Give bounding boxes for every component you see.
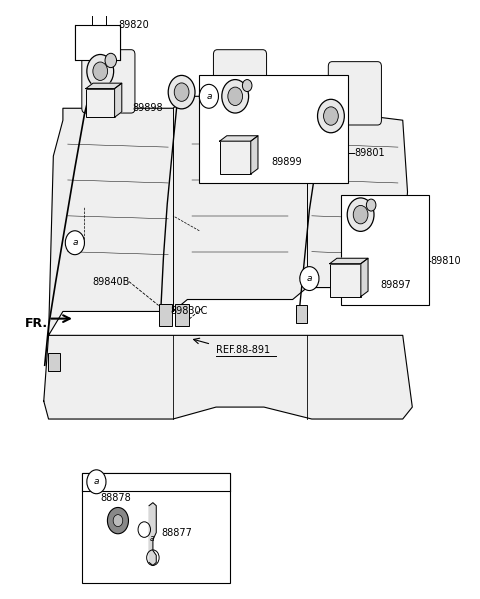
Bar: [175, 304, 189, 326]
Polygon shape: [115, 83, 122, 117]
Text: a: a: [72, 238, 78, 247]
Bar: [158, 304, 172, 326]
Circle shape: [199, 84, 218, 108]
Circle shape: [242, 80, 252, 92]
Bar: [86, 89, 115, 117]
Text: 89840B: 89840B: [93, 277, 130, 286]
Polygon shape: [149, 503, 156, 565]
Polygon shape: [361, 258, 368, 297]
FancyBboxPatch shape: [82, 50, 135, 113]
Text: a: a: [150, 534, 154, 543]
FancyBboxPatch shape: [328, 62, 382, 125]
Text: a: a: [307, 274, 312, 283]
Circle shape: [347, 198, 374, 231]
Circle shape: [353, 205, 368, 224]
Text: 89897: 89897: [380, 280, 411, 289]
Polygon shape: [330, 258, 368, 264]
Bar: [48, 353, 60, 371]
Polygon shape: [251, 136, 258, 174]
Polygon shape: [44, 335, 412, 419]
Bar: [220, 141, 251, 174]
Text: 89810: 89810: [431, 256, 461, 265]
Bar: [297, 305, 307, 323]
Text: 89801: 89801: [355, 148, 385, 158]
Circle shape: [366, 199, 376, 211]
Bar: [199, 75, 348, 183]
Circle shape: [87, 470, 106, 494]
Polygon shape: [220, 136, 258, 141]
Text: 89830C: 89830C: [170, 307, 208, 316]
Polygon shape: [86, 83, 122, 89]
Circle shape: [105, 53, 117, 68]
Bar: [330, 264, 361, 297]
Text: 89898: 89898: [132, 103, 163, 113]
Circle shape: [168, 75, 195, 109]
Text: REF.88-891: REF.88-891: [216, 345, 270, 355]
Bar: [82, 473, 230, 583]
Bar: [340, 195, 429, 305]
Text: FR.: FR.: [24, 317, 48, 330]
Circle shape: [87, 55, 114, 88]
Text: 89899: 89899: [271, 157, 302, 167]
Circle shape: [108, 507, 129, 534]
Polygon shape: [48, 96, 408, 335]
Text: 88877: 88877: [161, 528, 192, 537]
FancyBboxPatch shape: [214, 50, 266, 113]
Text: 89820: 89820: [118, 20, 149, 29]
Text: a: a: [206, 92, 212, 101]
Text: 88878: 88878: [100, 493, 131, 503]
Circle shape: [174, 83, 189, 101]
Circle shape: [318, 99, 344, 133]
Circle shape: [93, 62, 108, 80]
Circle shape: [300, 267, 319, 291]
Bar: [75, 25, 120, 60]
Circle shape: [228, 87, 242, 105]
Text: a: a: [94, 477, 99, 486]
Bar: [82, 473, 230, 491]
Circle shape: [222, 80, 249, 113]
Circle shape: [324, 107, 338, 125]
Circle shape: [113, 515, 123, 527]
Circle shape: [65, 231, 84, 255]
